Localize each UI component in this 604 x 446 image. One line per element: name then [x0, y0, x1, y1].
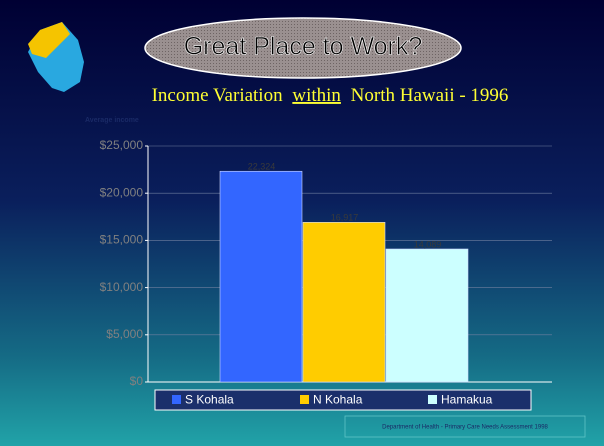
y-tick-label: $5,000 [106, 327, 143, 341]
bar [219, 170, 303, 383]
subtitle-text: Income Variation [152, 85, 284, 106]
legend-label: S Kohala [185, 393, 234, 407]
data-label: 22,324 [248, 162, 276, 172]
island-icon [28, 22, 84, 92]
chart-subtitle: Income Variation within North Hawaii - 1… [152, 85, 509, 106]
legend-marker [300, 395, 309, 404]
subtitle-underlined: within [292, 85, 341, 106]
title-oval [144, 17, 462, 79]
source-box [344, 415, 586, 438]
y-tick-label: $20,000 [100, 185, 144, 199]
legend-marker [172, 395, 181, 404]
legend-marker [428, 395, 437, 404]
data-label: 16,917 [331, 213, 359, 223]
y-tick-label: $0 [130, 374, 144, 388]
legend-label: N Kohala [313, 393, 363, 407]
bar [385, 248, 469, 383]
bar [302, 222, 386, 383]
y-tick-label: $10,000 [100, 280, 144, 294]
y-tick-label: $15,000 [100, 233, 144, 247]
source-note: Department of Health - Primary Care Need… [382, 425, 548, 431]
chart-title: Great Place to Work? [184, 33, 423, 61]
subtitle-text: North Hawaii - 1996 [351, 85, 509, 106]
y-tick-label: $25,000 [100, 138, 144, 152]
y-axis-label: Average income [85, 117, 139, 124]
data-label: 14,089 [414, 239, 442, 249]
legend-label: Hamakua [441, 393, 493, 407]
